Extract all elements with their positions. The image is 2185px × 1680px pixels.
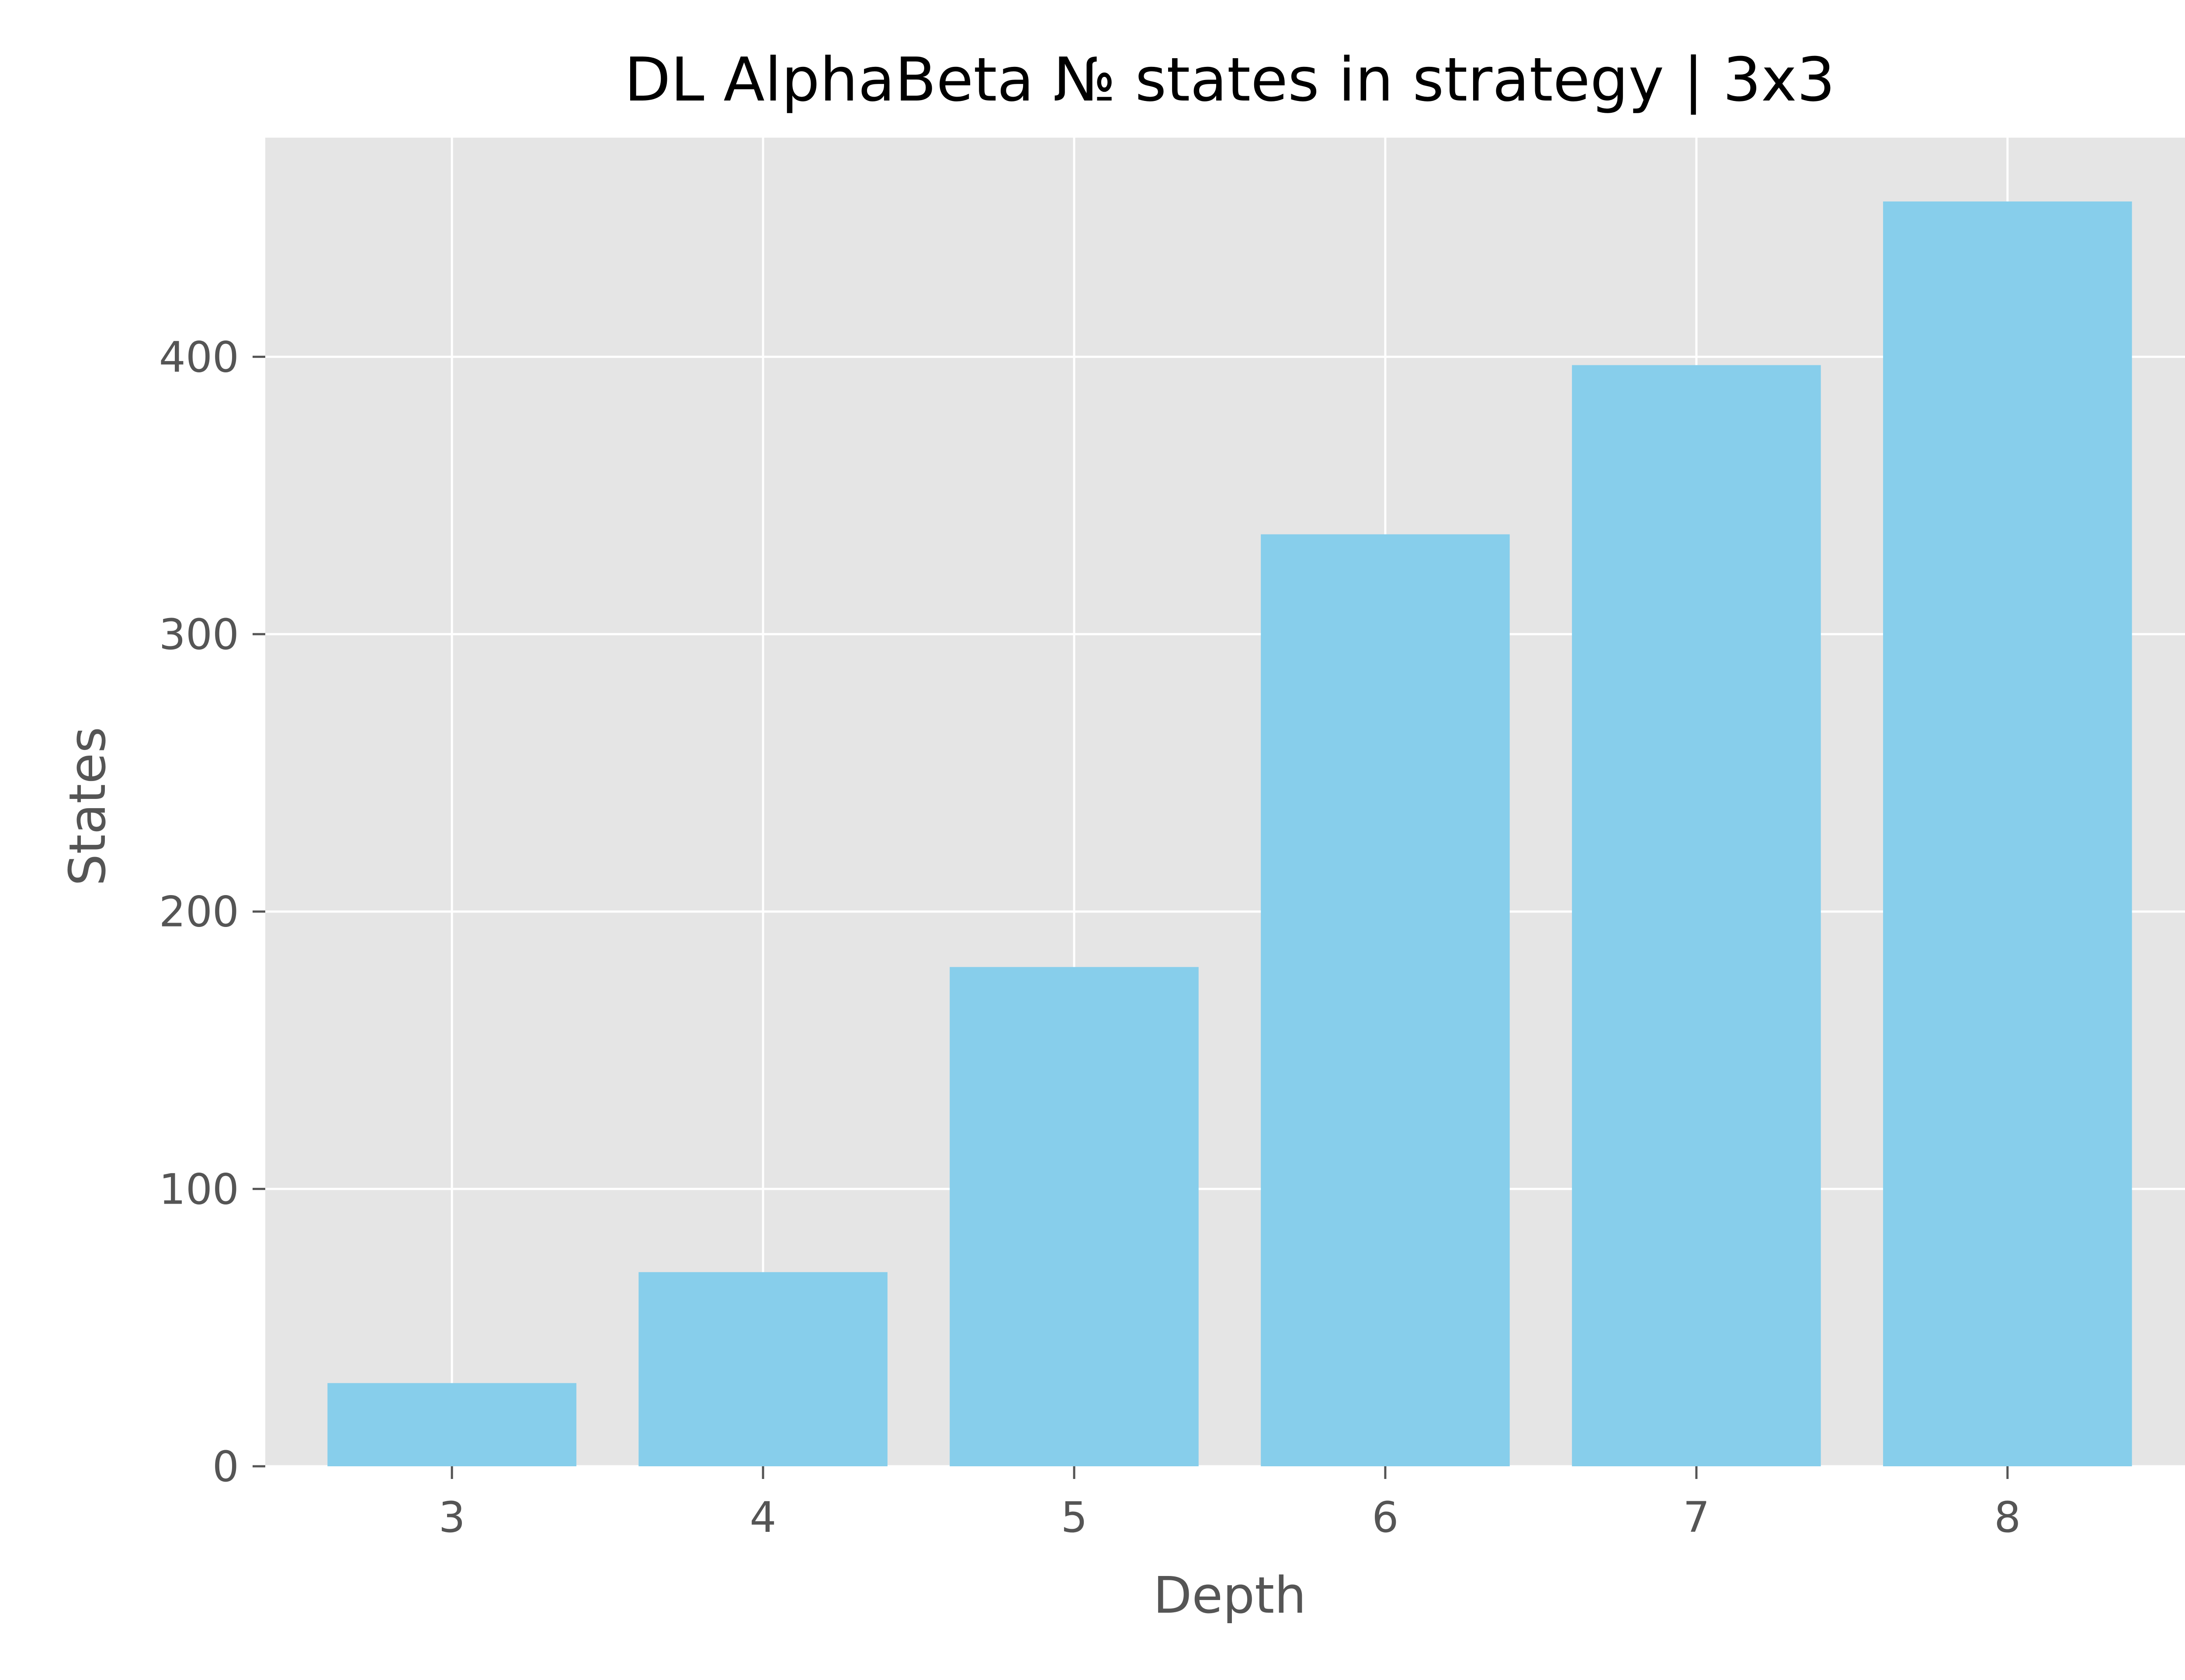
axis-ticks: 3 4 5 6 7 8 0 100 200 300 400: [159, 333, 2021, 1542]
x-axis-label: Depth: [1153, 1566, 1306, 1625]
y-tick-label: 100: [159, 1165, 239, 1214]
bar: [638, 1272, 888, 1466]
bar: [1883, 201, 2132, 1467]
y-tick-label: 200: [159, 888, 239, 937]
bar: [1261, 534, 1510, 1466]
y-tick-label: 300: [159, 610, 239, 659]
x-tick-label: 3: [439, 1493, 465, 1542]
bar: [950, 967, 1199, 1466]
x-tick-label: 6: [1372, 1493, 1398, 1542]
x-tick-label: 5: [1061, 1493, 1087, 1542]
y-tick-label: 0: [212, 1442, 239, 1491]
bar: [327, 1383, 576, 1466]
y-tick-label: 400: [159, 333, 239, 382]
y-axis-label: States: [59, 727, 117, 886]
x-tick-label: 8: [1994, 1493, 2021, 1542]
plot-area: [265, 138, 2185, 1466]
bars: [327, 201, 2132, 1467]
x-tick-label: 4: [750, 1493, 777, 1542]
x-tick-label: 7: [1683, 1493, 1710, 1542]
bar: [1572, 365, 1821, 1467]
chart-title: DL AlphaBeta № states in strategy | 3x3: [624, 45, 1835, 115]
